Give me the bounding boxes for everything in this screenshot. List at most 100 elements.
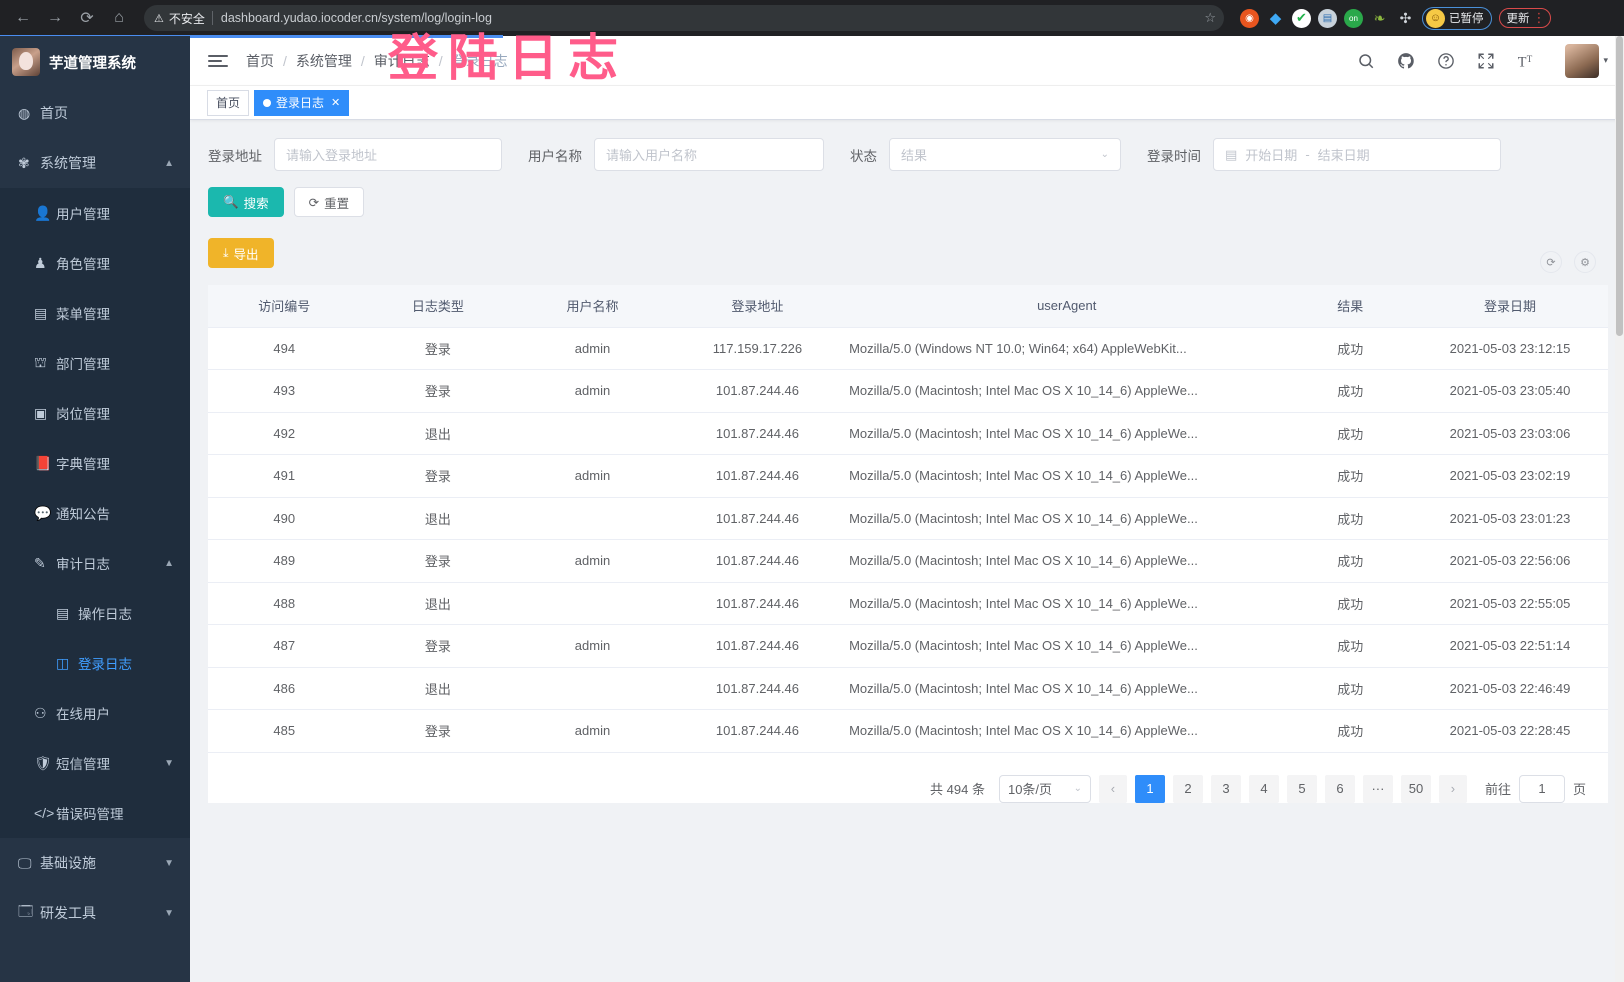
sidebar-item-dictionary[interactable]: 📕 字典管理 xyxy=(0,438,190,488)
hamburger-icon[interactable] xyxy=(208,54,228,67)
extension-puzzle-icon[interactable]: ✣ xyxy=(1399,9,1412,26)
field-login-address: 登录地址 请输入登录地址 xyxy=(208,138,502,171)
home-icon[interactable]: ⌂ xyxy=(114,9,124,26)
update-button[interactable]: 更新 ⋮ xyxy=(1498,8,1551,28)
address-bar[interactable]: ⚠ 不安全 dashboard.yudao.iocoder.cn/system/… xyxy=(144,5,1224,31)
close-icon[interactable]: ✕ xyxy=(331,97,341,109)
reload-icon[interactable]: ⟳ xyxy=(80,10,94,27)
page-button-4[interactable]: 4 xyxy=(1248,774,1279,803)
back-arrow-icon[interactable]: ← xyxy=(15,9,31,26)
breadcrumb-item-system[interactable]: 系统管理 xyxy=(295,52,352,69)
sidebar-item-dev-tools[interactable]: 🗔 研发工具 ▼ xyxy=(0,888,190,938)
status-select[interactable]: 结果 ⌄ xyxy=(889,138,1121,171)
field-status: 状态 结果 ⌄ xyxy=(850,138,1121,171)
forward-arrow-icon[interactable]: → xyxy=(47,9,63,26)
table-row[interactable]: 492 退出 101.87.244.46 Mozilla/5.0 (Macint… xyxy=(208,412,1608,455)
prev-page-button[interactable]: ‹ xyxy=(1098,774,1127,803)
chevron-down-icon: ▾ xyxy=(1603,55,1608,65)
github-icon[interactable] xyxy=(1397,52,1415,70)
table-row[interactable]: 493 登录 admin 101.87.244.46 Mozilla/5.0 (… xyxy=(208,369,1608,413)
svg-text:T: T xyxy=(1518,54,1527,70)
export-button[interactable]: ⤓ 导出 xyxy=(208,238,274,268)
star-icon[interactable]: ☆ xyxy=(1204,10,1216,25)
sidebar-item-online-users[interactable]: ⚇ 在线用户 xyxy=(0,688,190,738)
breadcrumb-item-home[interactable]: 首页 xyxy=(246,52,274,69)
tab-label: 登录日志 xyxy=(276,96,325,110)
cell-useragent: Mozilla/5.0 (Macintosh; Intel Mac OS X 1… xyxy=(845,412,1289,455)
reset-button[interactable]: ⟳ 重置 xyxy=(293,187,365,217)
main-area: 首页 / 系统管理 / 审计日志 / 登录日志 xyxy=(190,36,1624,982)
table-row[interactable]: 491 登录 admin 101.87.244.46 Mozilla/5.0 (… xyxy=(208,454,1608,498)
table-row[interactable]: 494 登录 admin 117.159.17.226 Mozilla/5.0 … xyxy=(208,327,1608,370)
cell-type: 退出 xyxy=(360,497,516,540)
avatar-menu[interactable]: ▾ xyxy=(1565,43,1608,78)
sidebar-item-posts[interactable]: ▣ 岗位管理 xyxy=(0,388,190,438)
extension-orange-icon[interactable]: ◉ xyxy=(1240,8,1259,28)
search-button[interactable]: 🔍 搜索 xyxy=(208,187,284,217)
table-row[interactable]: 488 退出 101.87.244.46 Mozilla/5.0 (Macint… xyxy=(208,582,1608,625)
page-button-1[interactable]: 1 xyxy=(1134,774,1165,803)
extension-on-badge-icon[interactable]: on xyxy=(1344,8,1363,28)
sidebar-item-system[interactable]: ✾ 系统管理 ▲ xyxy=(0,138,190,188)
page-button-5[interactable]: 5 xyxy=(1286,774,1317,803)
tab-home[interactable]: 首页 xyxy=(207,89,250,116)
cell-useragent: Mozilla/5.0 (Macintosh; Intel Mac OS X 1… xyxy=(845,539,1289,583)
cell-result: 成功 xyxy=(1288,497,1413,540)
login-time-daterange[interactable]: ▤ 开始日期 - 结束日期 xyxy=(1213,138,1501,171)
sidebar-item-error-code[interactable]: </> 错误码管理 xyxy=(0,788,190,838)
table-row[interactable]: 486 退出 101.87.244.46 Mozilla/5.0 (Macint… xyxy=(208,667,1608,710)
brand[interactable]: 芋道管理系统 xyxy=(0,36,190,88)
sidebar-item-audit-log[interactable]: ✎ 审计日志 ▲ xyxy=(0,538,190,588)
sidebar-item-operation-log[interactable]: ▤ 操作日志 xyxy=(0,588,190,638)
page-size-select[interactable]: 10条/页 ⌄ xyxy=(998,774,1091,803)
search-icon[interactable] xyxy=(1357,52,1375,70)
extension-leaf-icon[interactable]: ❧ xyxy=(1373,9,1386,26)
sidebar-item-infrastructure[interactable]: 🖵 基础设施 ▼ xyxy=(0,838,190,888)
fullscreen-icon[interactable] xyxy=(1477,52,1495,70)
sidebar-item-label: 字典管理 xyxy=(56,457,110,472)
page-scrollbar[interactable] xyxy=(1615,36,1624,982)
extension-diamond-icon[interactable]: ◆ xyxy=(1269,10,1282,27)
table-row[interactable]: 490 退出 101.87.244.46 Mozilla/5.0 (Macint… xyxy=(208,497,1608,540)
extension-blue-doc-icon[interactable]: ▤ xyxy=(1318,8,1337,28)
extension-green-check-icon[interactable]: ✔ xyxy=(1292,8,1311,28)
cell-result: 成功 xyxy=(1288,582,1413,625)
username-input[interactable]: 请输入用户名称 xyxy=(594,138,824,171)
paused-status-button[interactable]: ☺ 已暂停 xyxy=(1422,6,1492,30)
sidebar-item-sms[interactable]: 🛡 短信管理 ▼ xyxy=(0,738,190,788)
sidebar-item-home[interactable]: ◍ 首页 xyxy=(0,88,190,138)
sidebar-item-roles[interactable]: ♟ 角色管理 xyxy=(0,238,190,288)
sidebar-item-label: 系统管理 xyxy=(40,155,96,171)
sidebar-item-notice[interactable]: 💬 通知公告 xyxy=(0,488,190,538)
sidebar-item-users[interactable]: 👤 用户管理 xyxy=(0,188,190,238)
jump-input[interactable]: 1 xyxy=(1518,774,1565,803)
page-button-50[interactable]: 50 xyxy=(1400,774,1431,803)
page-button-2[interactable]: 2 xyxy=(1172,774,1203,803)
sidebar-item-login-log[interactable]: ◫ 登录日志 xyxy=(0,638,190,688)
table-row[interactable]: 485 登录 admin 101.87.244.46 Mozilla/5.0 (… xyxy=(208,709,1608,753)
toolbar-actions: ⤓ 导出 xyxy=(208,238,1608,268)
extensions-row: ◉ ◆ ✔ ▤ on ❧ ✣ ☺ 已暂停 更新 ⋮ xyxy=(1234,6,1551,30)
cell-useragent: Mozilla/5.0 (Macintosh; Intel Mac OS X 1… xyxy=(845,667,1289,710)
breadcrumb-item-audit[interactable]: 审计日志 xyxy=(373,52,430,69)
sidebar-lower: 🖵 基础设施 ▼ 🗔 研发工具 ▼ xyxy=(0,838,190,938)
help-circle-icon[interactable] xyxy=(1437,52,1455,70)
table-row[interactable]: 489 登录 admin 101.87.244.46 Mozilla/5.0 (… xyxy=(208,539,1608,583)
cell-result: 成功 xyxy=(1288,709,1413,753)
table-row[interactable]: 487 登录 admin 101.87.244.46 Mozilla/5.0 (… xyxy=(208,624,1608,668)
tab-login-log[interactable]: 登录日志 ✕ xyxy=(254,89,350,116)
page-button-6[interactable]: 6 xyxy=(1324,774,1355,803)
org-tree-icon: ⛫ xyxy=(34,353,47,370)
refresh-icon: ⟳ xyxy=(308,195,320,210)
kebab-menu-icon[interactable]: ⋮ xyxy=(1532,10,1546,25)
sidebar-item-departments[interactable]: ⛫ 部门管理 xyxy=(0,338,190,388)
page-ellipsis-icon[interactable]: ··· xyxy=(1362,774,1393,803)
next-page-button[interactable]: › xyxy=(1438,774,1467,803)
column-settings-icon[interactable]: ⚙ xyxy=(1574,251,1596,273)
cell-date: 2021-05-03 23:01:23 xyxy=(1412,497,1608,540)
sidebar-item-menus[interactable]: ▤ 菜单管理 xyxy=(0,288,190,338)
page-button-3[interactable]: 3 xyxy=(1210,774,1241,803)
refresh-circle-icon[interactable]: ⟳ xyxy=(1540,251,1562,273)
login-address-input[interactable]: 请输入登录地址 xyxy=(274,138,502,171)
